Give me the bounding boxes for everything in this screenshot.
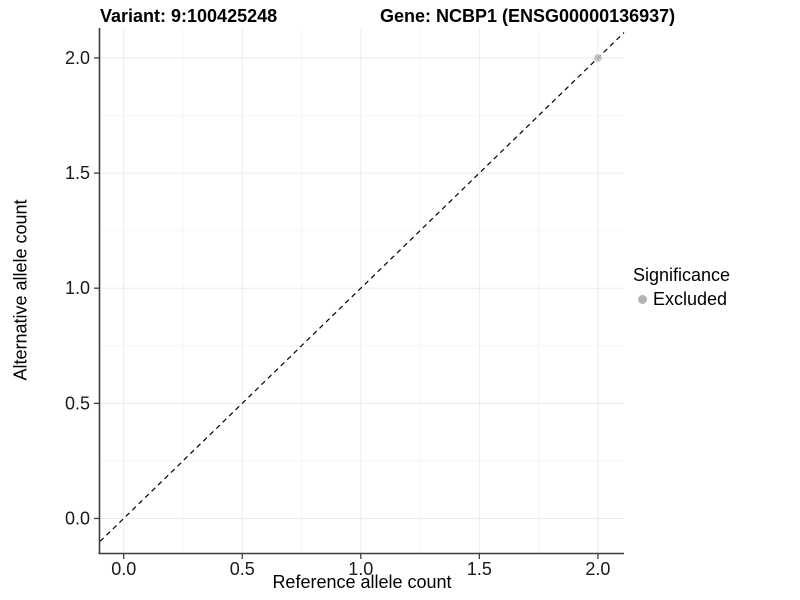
legend-item-label: Excluded xyxy=(653,289,728,309)
x-tick-label: 0.5 xyxy=(230,559,255,579)
legend-key-dot-icon xyxy=(638,295,647,304)
y-tick-label: 1.0 xyxy=(65,278,90,298)
x-tick-label: 2.0 xyxy=(585,559,610,579)
legend-title: Significance xyxy=(633,265,731,285)
x-tick-label: 0.0 xyxy=(111,559,136,579)
y-tick-label: 1.5 xyxy=(65,163,90,183)
legend: Significance Excluded xyxy=(633,265,730,310)
y-tick-label: 0.0 xyxy=(65,508,90,528)
y-tick-label: 2.0 xyxy=(65,48,90,68)
x-tick-label: 1.0 xyxy=(348,559,373,579)
y-tick-label: 0.5 xyxy=(65,393,90,413)
data-point-excluded xyxy=(594,54,602,62)
x-axis-title: Reference allele count xyxy=(272,572,452,592)
y-axis-title: Alternative allele count xyxy=(10,199,31,381)
x-tick-label: 1.5 xyxy=(467,559,492,579)
plot-title-variant: Variant: 9:100425248 xyxy=(100,6,278,26)
identity-line xyxy=(99,32,625,542)
plot-title-gene: Gene: NCBP1 (ENSG00000136937) xyxy=(380,6,676,26)
legend-item-excluded: Excluded xyxy=(633,289,730,310)
